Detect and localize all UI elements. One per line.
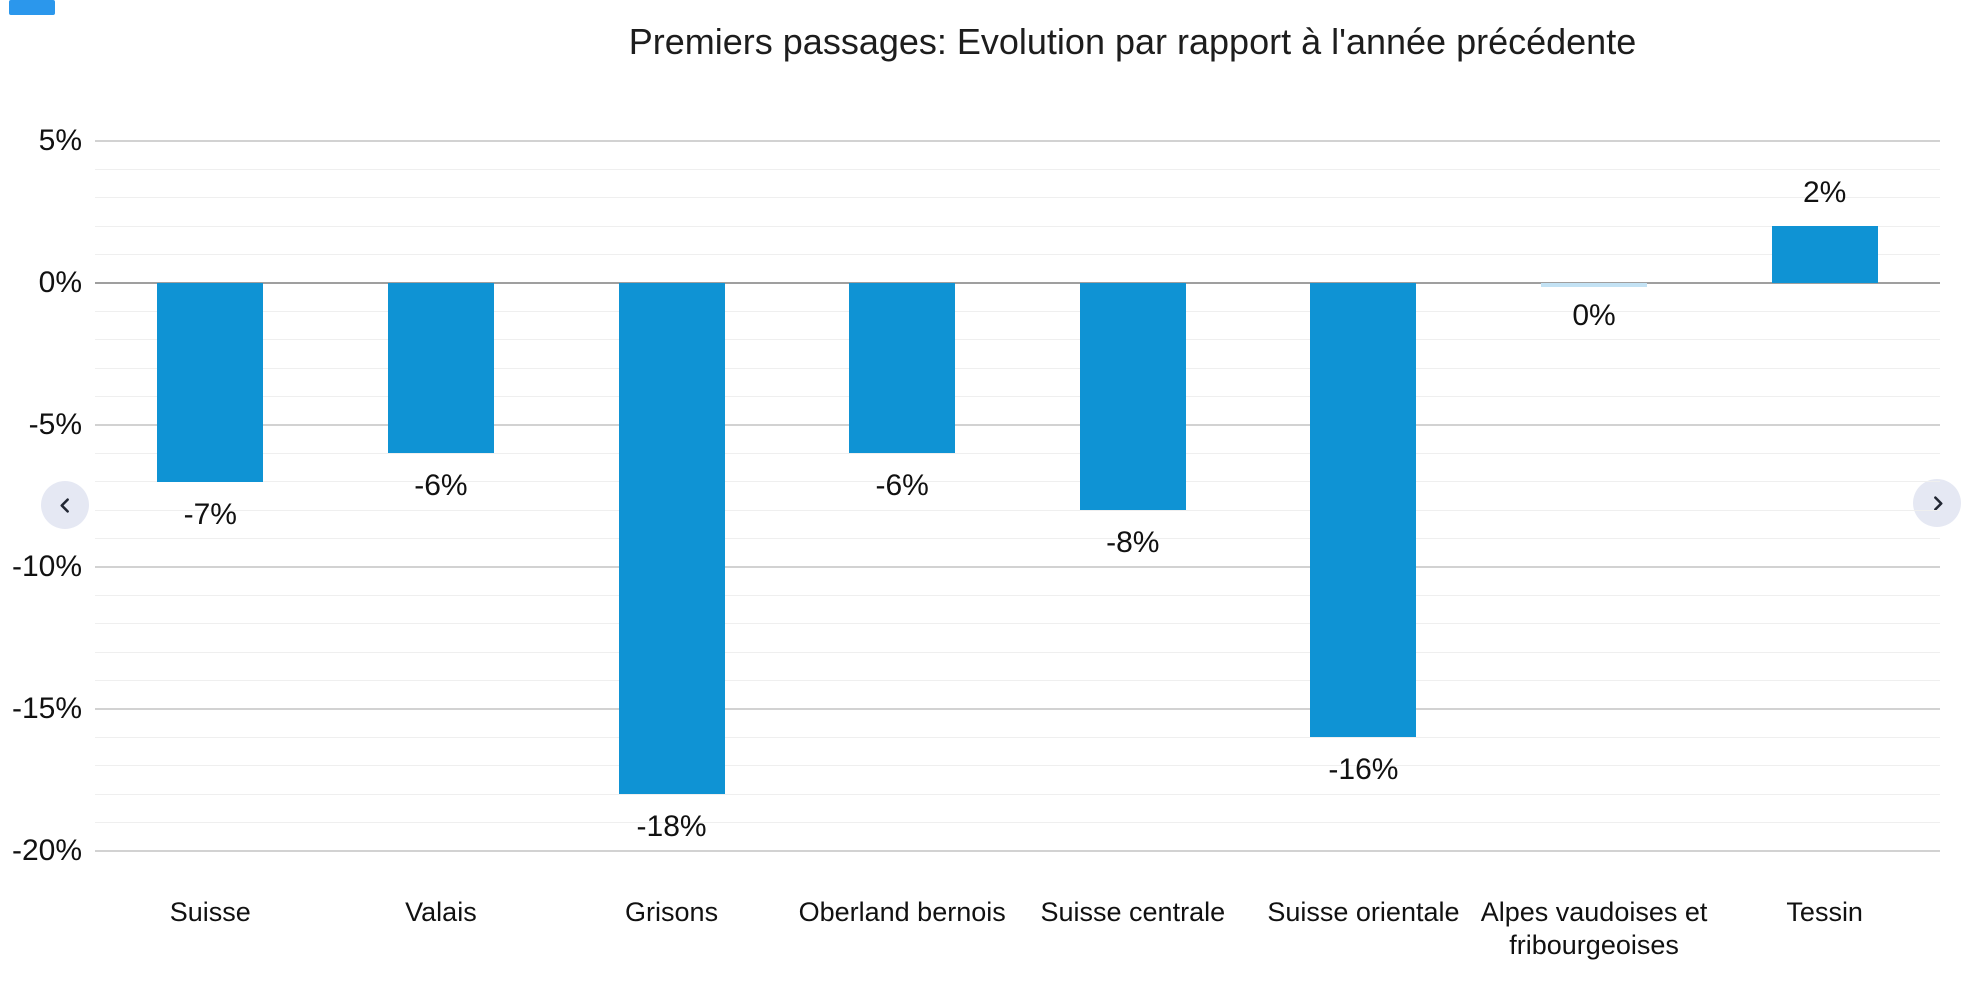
y-grid-minor [95, 310, 1940, 312]
category-label: Suisse [169, 897, 251, 927]
bar [1310, 283, 1417, 738]
category-label: Alpes vaudoises et fribourgeoises [1480, 897, 1708, 960]
bar-value-label: -16% [1328, 753, 1399, 787]
carousel-next-button[interactable] [1913, 479, 1961, 527]
y-grid-minor [95, 793, 1940, 795]
y-grid-minor [95, 339, 1940, 341]
y-grid-major [95, 140, 1940, 142]
y-grid-major [95, 424, 1940, 426]
bar [1079, 283, 1186, 511]
chevron-left-icon [57, 497, 74, 514]
y-grid-major [95, 708, 1940, 710]
y-grid-minor [95, 509, 1940, 511]
category-label: Suisse orientale [1267, 897, 1460, 927]
y-grid-minor [95, 396, 1940, 398]
corner-badge [9, 0, 55, 15]
y-axis-tick-label: 5% [38, 124, 82, 157]
bar-value-label: -8% [1106, 526, 1160, 560]
bar [157, 283, 264, 482]
y-grid-minor [95, 736, 1940, 738]
category-label: Valais [405, 897, 477, 927]
y-grid-minor [95, 481, 1940, 483]
bar-value-label: 2% [1803, 176, 1847, 210]
y-grid-minor [95, 452, 1940, 454]
y-grid-major [95, 566, 1940, 568]
bar-value-label: -6% [414, 469, 468, 503]
chart-title: Premiers passages: Evolution par rapport… [628, 21, 1637, 62]
bar-value-label: -7% [183, 497, 237, 531]
category-label: Suisse centrale [1040, 897, 1226, 927]
bar-value-label: 0% [1572, 299, 1616, 332]
bar [618, 283, 725, 795]
y-grid-minor [95, 623, 1940, 625]
chevron-right-icon [1929, 495, 1946, 512]
bar [849, 283, 956, 454]
y-grid-minor [95, 197, 1940, 199]
y-axis-tick-label: -5% [28, 408, 82, 441]
y-grid-minor [95, 225, 1940, 227]
y-grid-minor [95, 367, 1940, 369]
y-grid-minor [95, 254, 1940, 256]
y-axis-tick-label: 0% [38, 266, 82, 299]
category-label: Tessin [1786, 897, 1863, 927]
bar-value-label: -6% [875, 469, 929, 503]
y-grid-minor [95, 651, 1940, 653]
y-axis-tick-label: -10% [11, 550, 82, 583]
y-grid-minor [95, 168, 1940, 170]
category-label: Grisons [625, 897, 719, 927]
bar [387, 283, 494, 454]
bar-value-label: -18% [636, 810, 707, 844]
y-grid-major [95, 850, 1940, 852]
y-axis-tick-label: -20% [11, 834, 82, 867]
category-label: Oberland bernois [798, 897, 1006, 927]
y-axis-tick-label: -15% [11, 692, 82, 725]
carousel-prev-button[interactable] [41, 481, 89, 529]
y-grid-minor [95, 538, 1940, 540]
bar [1771, 226, 1878, 283]
y-grid-minor [95, 765, 1940, 767]
bar-zero [1541, 283, 1648, 287]
y-grid-minor [95, 680, 1940, 682]
zero-gridline [95, 282, 1940, 284]
y-grid-minor [95, 594, 1940, 596]
y-grid-minor [95, 822, 1940, 824]
